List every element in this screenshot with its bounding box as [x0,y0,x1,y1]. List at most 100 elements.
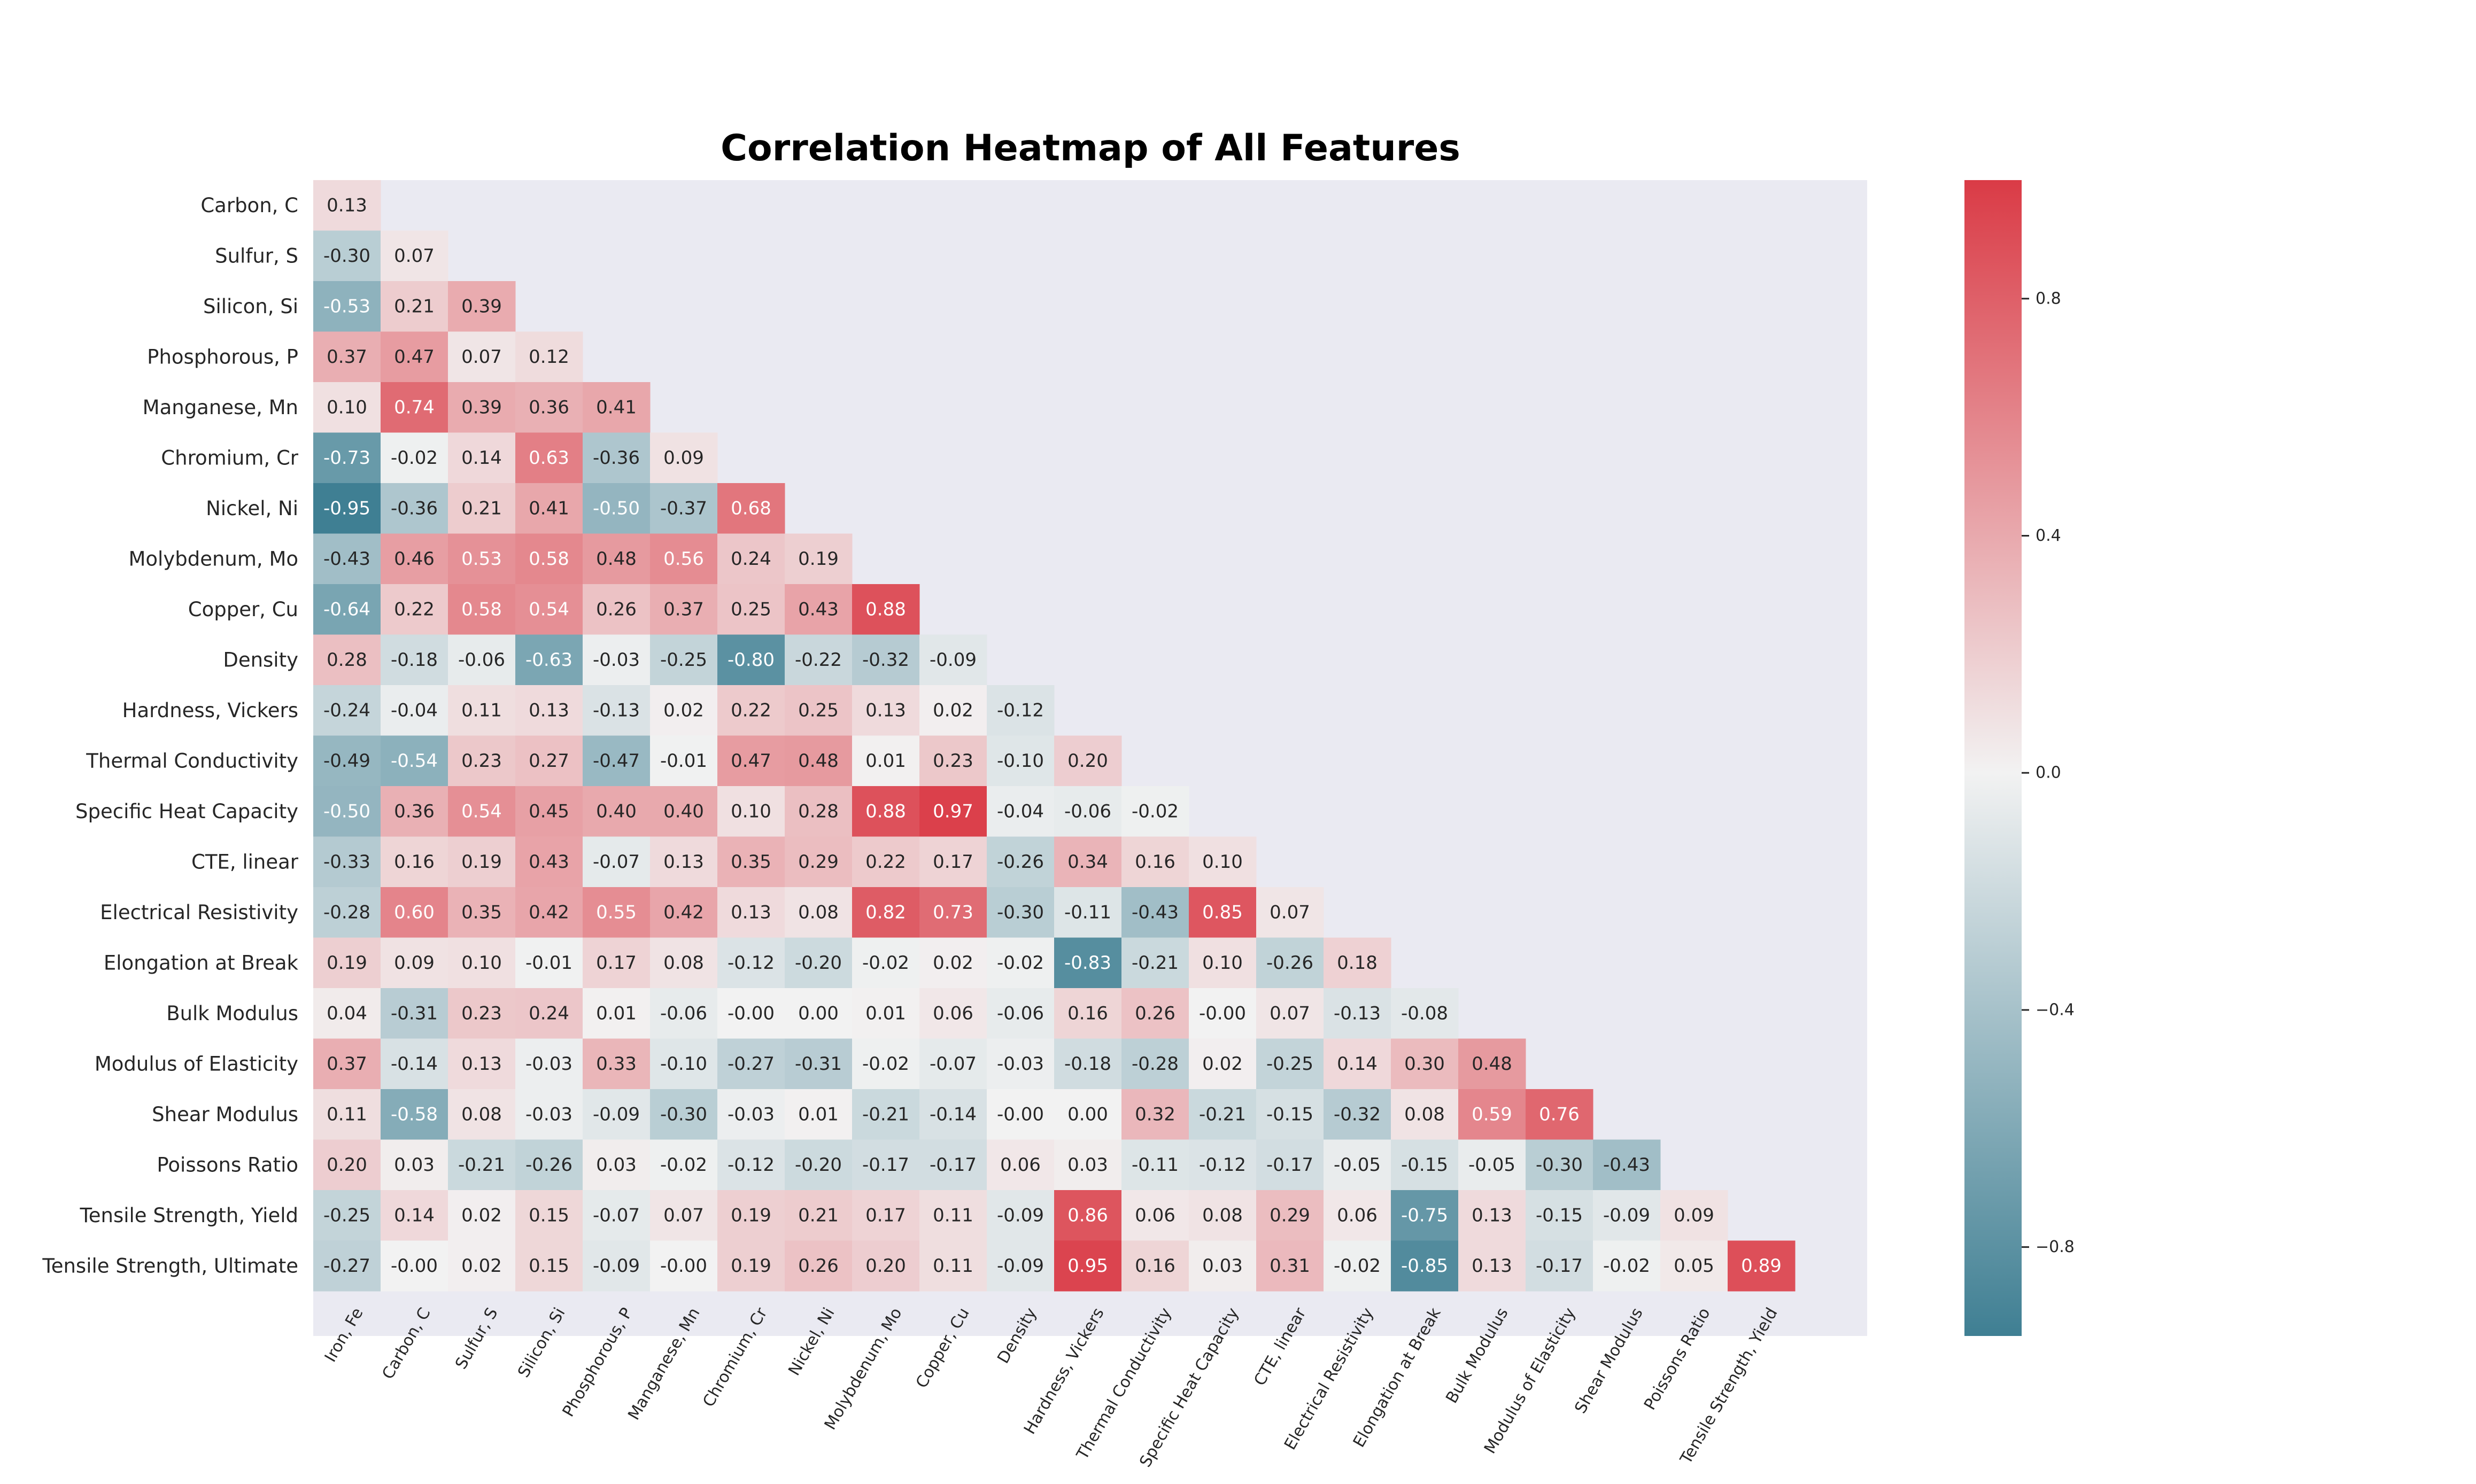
heatmap-cell [583,1240,651,1292]
heatmap-cell [717,634,785,686]
heatmap-cell [650,685,718,736]
heatmap-cell-label: -0.02 [862,952,909,974]
heatmap-cell [1054,988,1122,1039]
heatmap-cell-label: 0.09 [394,952,435,974]
heatmap-cell [381,432,448,484]
heatmap-cell [1458,1089,1526,1140]
heatmap-cell [381,382,448,433]
heatmap-cell-label: 0.46 [394,548,435,570]
heatmap-cell [583,735,651,787]
heatmap-cell [987,1139,1055,1191]
heatmap-cell-label: -0.00 [391,1255,438,1277]
heatmap-cell [1189,1240,1257,1292]
heatmap-cell [785,1089,853,1140]
heatmap-cell-label: 0.05 [1674,1255,1714,1277]
heatmap-cell-label: -0.75 [1401,1205,1448,1226]
heatmap-cell [381,786,448,837]
heatmap-cell-label: 0.43 [529,851,569,873]
heatmap-cell [852,988,920,1039]
heatmap-cell-label: 0.06 [1000,1154,1041,1176]
heatmap-cell-label: 0.07 [461,346,502,368]
heatmap-cell-label: 0.03 [1067,1154,1108,1176]
heatmap-cell-label: 0.36 [529,397,569,418]
heatmap-cell [650,937,718,989]
heatmap-cell-label: -0.25 [660,649,707,671]
heatmap-cell-label: 0.45 [529,801,569,822]
heatmap-cell [785,533,853,585]
y-axis-tick-label: Tensile Strength, Yield [79,1204,298,1227]
heatmap-cell [650,533,718,585]
heatmap-cell [313,1038,381,1090]
heatmap-cell-label: 0.19 [731,1255,771,1277]
heatmap-cell [919,1089,987,1140]
heatmap-cell [313,988,381,1039]
heatmap-cell [650,887,718,938]
heatmap-cell-label: 0.26 [798,1255,839,1277]
heatmap-cell [313,836,381,888]
heatmap-cell-label: 0.56 [663,548,704,570]
heatmap-cell-label: -0.30 [660,1104,707,1125]
y-axis-tick-label: Phosphorous, P [147,345,298,368]
heatmap-cell-label: -0.10 [997,750,1044,772]
heatmap-cell [919,836,987,888]
heatmap-cell-label: 0.19 [731,1205,771,1226]
heatmap-cell-label: -0.11 [1064,902,1111,923]
heatmap-cell-label: -0.28 [1132,1053,1179,1075]
heatmap-cell-label: -0.47 [593,750,640,772]
heatmap-cell-label: 0.07 [1270,1003,1310,1024]
heatmap-cell [1256,988,1324,1039]
heatmap-cell [1189,937,1257,989]
heatmap-cell [919,1038,987,1090]
heatmap-cell [381,1089,448,1140]
heatmap-cell [717,1240,785,1292]
heatmap-cell [1121,1089,1189,1140]
heatmap-cell [987,1089,1055,1140]
heatmap-cell-label: 0.59 [1472,1104,1512,1125]
heatmap-cell [313,1089,381,1140]
heatmap-cell [919,1139,987,1191]
heatmap-cell [987,786,1055,837]
heatmap-cell [448,685,516,736]
heatmap-cell-label: -0.73 [323,447,370,469]
heatmap-cell [515,584,583,635]
heatmap-cell [1054,735,1122,787]
heatmap-cell-label: -0.30 [1536,1154,1583,1176]
heatmap-cell [448,1190,516,1241]
heatmap-cell [448,281,516,332]
heatmap-cell-label: -0.02 [660,1154,707,1176]
y-axis-tick-labels: Carbon, C Sulfur, S Silicon, Si Phosphorous… [42,194,298,1278]
heatmap-cell-label: 0.25 [731,599,771,620]
heatmap-cell [1660,1190,1728,1241]
heatmap-cell [1324,988,1391,1039]
heatmap-cell-label: 0.16 [1135,851,1175,873]
heatmap-cell [381,735,448,787]
heatmap-cell [583,836,651,888]
heatmap-cell [1324,1240,1391,1292]
heatmap-cell-label: 0.26 [596,599,637,620]
heatmap-cell [650,584,718,635]
heatmap-cell-label: -0.21 [1132,952,1179,974]
heatmap-cell-label: 0.21 [394,296,435,317]
heatmap-cell [381,634,448,686]
heatmap-cell [381,331,448,383]
heatmap-cell [919,988,987,1039]
heatmap-cell-label: -0.02 [391,447,438,469]
heatmap-cell-label: -0.49 [323,750,370,772]
heatmap-cell-label: -0.07 [593,1205,640,1226]
heatmap-cell [650,988,718,1039]
heatmap-cell-label: 0.13 [529,700,569,721]
heatmap-cell [852,786,920,837]
heatmap-cell-label: 0.22 [865,851,906,873]
heatmap-cell-label: 0.13 [1472,1255,1512,1277]
y-axis-tick-label: Thermal Conductivity [86,749,298,772]
heatmap-cell [1121,1139,1189,1191]
colorbar-tick-label: −0.4 [2036,1000,2075,1019]
heatmap-cell [1121,988,1189,1039]
heatmap-cell-label: 0.24 [529,1003,569,1024]
heatmap-cell [852,836,920,888]
heatmap-cell [987,685,1055,736]
heatmap-cell-label: -0.50 [323,801,370,822]
heatmap-cell [515,382,583,433]
heatmap-cell-label: -0.53 [323,296,370,317]
